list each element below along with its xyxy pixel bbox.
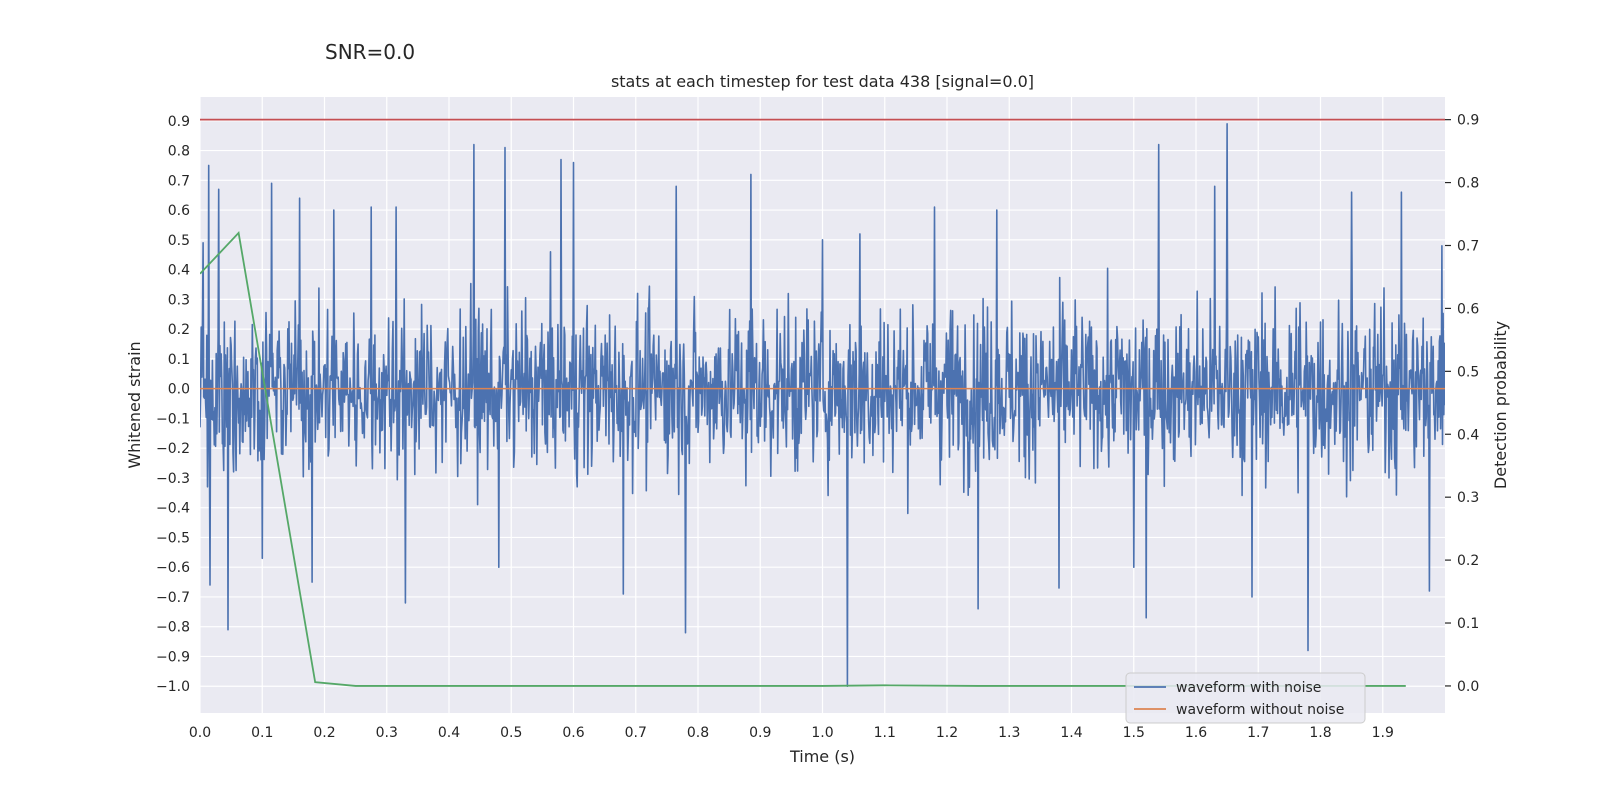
- y-tick-label-14: −0.5: [156, 530, 190, 546]
- x-tick-label-15: 1.5: [1123, 725, 1145, 741]
- x-tick-label-0: 0.0: [189, 725, 211, 741]
- x-tick-label-13: 1.3: [998, 725, 1020, 741]
- y-tick-label-7: 0.2: [168, 322, 190, 338]
- y-tick-label-13: −0.4: [156, 501, 190, 517]
- x-tick-label-9: 0.9: [749, 725, 771, 741]
- y-right-tick-label-4: 0.5: [1457, 364, 1479, 380]
- y-axis-label: Whitened strain: [125, 341, 144, 468]
- figure-suptitle: SNR=0.0: [325, 40, 416, 64]
- grid-lines: [199, 97, 1445, 713]
- x-tick-label-12: 1.2: [936, 725, 958, 741]
- legend: waveform with noise waveform without noi…: [1125, 672, 1366, 724]
- y-tick-label-1: 0.8: [168, 144, 190, 160]
- y-tick-label-2: 0.7: [168, 173, 190, 189]
- y-axis-ticks: 0.9 0.8 0.7 0.6 0.5 0.4 0.3 0.2 0.1 0.0 −0.1 −0.2 −0…: [156, 114, 190, 695]
- y-right-axis-label: Detection probability: [1491, 321, 1510, 489]
- y-right-tick-label-0: 0.9: [1457, 113, 1479, 129]
- series-layer: [200, 118, 1445, 688]
- chart-title: stats at each timestep for test data 438…: [611, 72, 1034, 91]
- x-tick-label-17: 1.7: [1247, 725, 1269, 741]
- y-tick-label-19: −1.0: [156, 679, 190, 695]
- y-tick-label-8: 0.1: [168, 352, 190, 368]
- x-tick-label-5: 0.5: [500, 725, 522, 741]
- y-tick-label-10: −0.1: [156, 411, 190, 427]
- legend-entry-clean: waveform without noise: [1176, 702, 1344, 718]
- x-tick-label-18: 1.8: [1309, 725, 1331, 741]
- y-right-tick-label-8: 0.1: [1457, 616, 1479, 632]
- y-right-tick-label-7: 0.2: [1457, 553, 1479, 569]
- y-tick-label-11: −0.2: [156, 441, 190, 457]
- x-tick-label-10: 1.0: [811, 725, 833, 741]
- x-tick-label-16: 1.6: [1185, 725, 1207, 741]
- y-tick-label-4: 0.5: [168, 233, 190, 249]
- x-tick-label-2: 0.2: [313, 725, 335, 741]
- x-tick-label-19: 1.9: [1372, 725, 1394, 741]
- y-tick-label-18: −0.9: [156, 649, 190, 665]
- x-tick-label-4: 0.4: [438, 725, 460, 741]
- y-tick-label-5: 0.4: [168, 263, 190, 279]
- legend-entry-noise: waveform with noise: [1176, 680, 1321, 696]
- y-tick-label-15: −0.6: [156, 560, 190, 576]
- x-tick-label-6: 0.6: [562, 725, 584, 741]
- y-tick-label-12: −0.3: [156, 471, 190, 487]
- y-tick-label-0: 0.9: [168, 114, 190, 130]
- y-tick-label-16: −0.7: [156, 590, 190, 606]
- y-right-tick-label-2: 0.7: [1457, 238, 1479, 254]
- x-tick-label-7: 0.7: [625, 725, 647, 741]
- y-right-tick-label-3: 0.6: [1457, 301, 1479, 317]
- x-axis-ticks: 0.0 0.1 0.2 0.3 0.4 0.5 0.6 0.7 0.8 0.9 1.0 1.1 1.2 1…: [189, 725, 1394, 741]
- x-tick-label-11: 1.1: [874, 725, 896, 741]
- y-right-tick-label-5: 0.4: [1457, 427, 1479, 443]
- y-right-tick-label-9: 0.0: [1457, 679, 1479, 695]
- y-tick-label-6: 0.3: [168, 292, 190, 308]
- x-tick-label-3: 0.3: [376, 725, 398, 741]
- legend-box: [1125, 672, 1366, 724]
- y-tick-label-17: −0.8: [156, 620, 190, 636]
- y-right-tick-label-1: 0.8: [1457, 176, 1479, 192]
- series-waveform-with-noise: [200, 123, 1445, 688]
- y-right-axis-ticks: 0.9 0.8 0.7 0.6 0.5 0.4 0.3 0.2 0.1 0.0: [1445, 113, 1479, 695]
- y-right-tick-label-6: 0.3: [1457, 490, 1479, 506]
- x-axis-label: Time (s): [789, 747, 855, 766]
- y-tick-label-3: 0.6: [168, 203, 190, 219]
- y-tick-label-9: 0.0: [168, 382, 190, 398]
- x-tick-label-14: 1.4: [1060, 725, 1082, 741]
- x-tick-label-1: 0.1: [251, 725, 273, 741]
- x-tick-label-8: 0.8: [687, 725, 709, 741]
